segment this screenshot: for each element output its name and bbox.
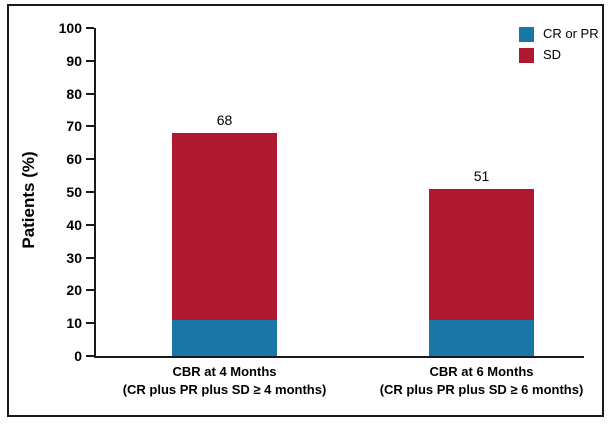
x-category-line1: CBR at 4 Months	[172, 364, 277, 379]
plot-area: 0 10 20 30 40 50 60 70 80 90 100 68 CBR at 4 Months (…	[59, 20, 584, 397]
bar-segment-cr-or-pr	[172, 319, 277, 356]
x-category-line2: (CR plus PR plus SD ≥ 6 months)	[379, 382, 584, 397]
y-tick-label: 10	[66, 315, 82, 332]
legend-label: SD	[543, 47, 562, 62]
legend-swatch-cr-or-pr	[519, 26, 534, 42]
legend: CR or PR SD	[519, 26, 599, 68]
x-category-line1: CBR at 6 Months	[429, 364, 534, 379]
y-tick-label: 70	[66, 118, 82, 135]
x-category-label: CBR at 4 Months (CR plus PR plus SD ≥ 4 m…	[97, 363, 353, 399]
bar-segment-cr-or-pr	[429, 319, 534, 356]
bar-total-label: 51	[473, 167, 490, 184]
y-tick-label: 60	[66, 151, 82, 168]
y-tick-label: 20	[66, 282, 82, 299]
y-tick	[86, 125, 94, 128]
bar-segment-sd	[429, 188, 534, 320]
bar-total-label: 68	[216, 111, 233, 128]
bar-segment-sd	[172, 132, 277, 320]
legend-swatch-sd	[519, 47, 534, 63]
y-tick-label: 90	[66, 52, 82, 69]
y-tick	[86, 158, 94, 161]
legend-item: CR or PR	[519, 26, 599, 42]
y-tick	[86, 27, 94, 29]
y-tick	[86, 355, 94, 357]
x-category-label: CBR at 6 Months (CR plus PR plus SD ≥ 6 m…	[354, 363, 609, 399]
y-tick	[86, 92, 94, 95]
y-tick-label: 40	[66, 216, 82, 233]
y-tick	[86, 59, 94, 62]
y-tick	[86, 322, 94, 325]
y-tick-label: 50	[66, 184, 82, 200]
y-tick-label: 30	[66, 249, 82, 266]
y-tick-label: 0	[74, 348, 82, 364]
y-tick	[86, 191, 94, 193]
y-tick-label: 100	[58, 20, 82, 36]
legend-item: SD	[519, 47, 599, 63]
figure-border	[7, 4, 604, 417]
legend-label: CR or PR	[543, 26, 599, 41]
y-axis-title: Patients (%)	[19, 151, 38, 249]
y-tick	[86, 256, 94, 259]
y-tick	[86, 223, 94, 226]
y-tick-label: 80	[66, 85, 82, 102]
x-category-line2: (CR plus PR plus SD ≥ 4 months)	[122, 382, 327, 397]
y-tick	[86, 289, 94, 292]
